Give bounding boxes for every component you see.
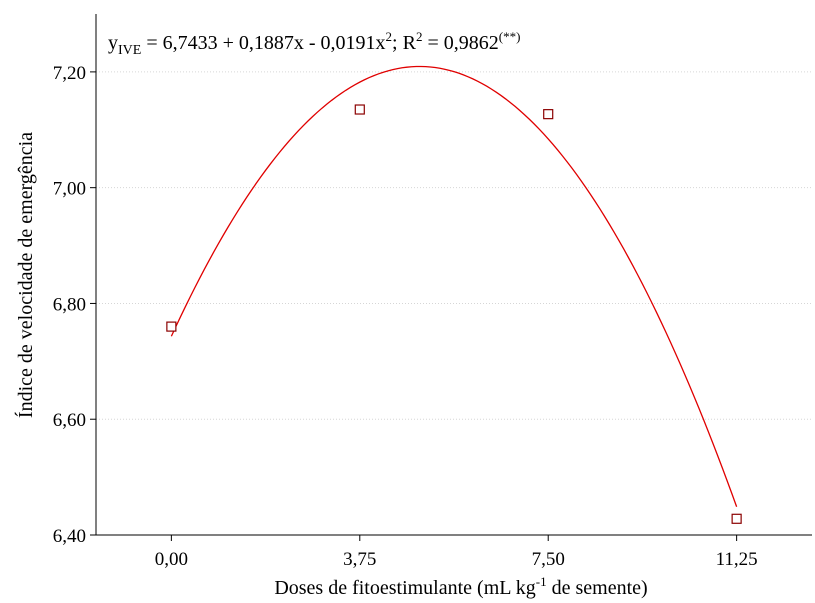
equation-significance: (**) <box>499 29 521 44</box>
y-tick-label: 7,00 <box>53 179 86 200</box>
equation-r-exponent: 2 <box>416 29 423 44</box>
x-axis-title-exponent: -1 <box>536 574 547 589</box>
equation-main: = 6,7433 + 0,1887x - 0,0191x <box>141 32 385 54</box>
x-tick-label: 0,00 <box>155 549 188 570</box>
data-point <box>731 513 742 524</box>
y-axis-title: Índice de velocidade de emergência <box>14 132 37 418</box>
equation-y-symbol: y <box>108 32 118 54</box>
y-tick-label: 6,60 <box>53 410 86 431</box>
data-point <box>354 104 365 115</box>
points-layer <box>166 104 742 524</box>
fit-curve <box>170 65 738 507</box>
regression-equation: yIVE = 6,7433 + 0,1887x - 0,0191x2; R2 =… <box>108 29 520 58</box>
x-tick-label: 11,25 <box>716 549 758 570</box>
equation-r-value: = 0,9862 <box>422 32 498 54</box>
grid-layer <box>96 71 812 420</box>
equation-y-subscript: IVE <box>118 43 141 58</box>
equation-x-exponent: 2 <box>386 29 393 44</box>
data-point <box>543 109 554 120</box>
x-axis-title: Doses de fitoestimulante (mL kg-1 de sem… <box>274 574 647 599</box>
x-tick-label: 3,75 <box>343 549 376 570</box>
x-axis-title-prefix: Doses de fitoestimulante (mL kg <box>274 577 535 599</box>
equation-r-label: ; R <box>392 32 417 54</box>
x-tick-label: 7,50 <box>532 549 565 570</box>
y-tick-label: 6,80 <box>53 294 86 315</box>
y-tick-label: 7,20 <box>53 63 86 84</box>
y-tick-label: 6,40 <box>53 526 86 547</box>
x-axis-title-suffix: de semente) <box>547 577 648 599</box>
axes-layer <box>95 14 812 536</box>
data-point <box>166 321 177 332</box>
ticks-layer: 6,40 6,60 6,80 7,00 7,20 0,00 3,75 7,50 11,25 <box>53 63 758 570</box>
